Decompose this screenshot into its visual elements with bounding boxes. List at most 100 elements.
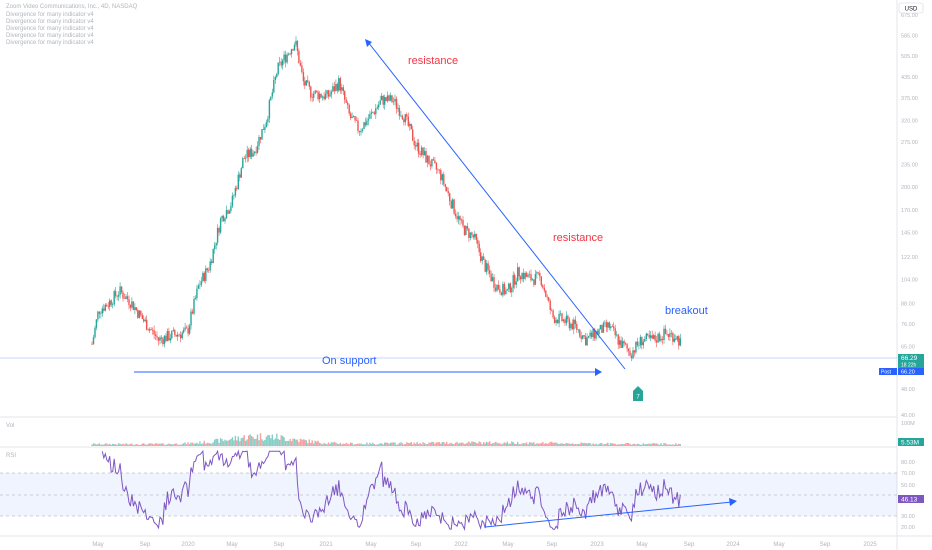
volume-bar [593, 444, 596, 446]
volume-bar [138, 445, 140, 446]
resistance-trendline[interactable] [367, 41, 626, 370]
candle [386, 91, 389, 103]
indicator-legend-2[interactable]: Divergence for many indicator v4 [6, 19, 94, 25]
candle [231, 192, 234, 208]
time-tick-9: May [502, 542, 513, 548]
candle [589, 329, 591, 339]
volume-bar [389, 442, 392, 446]
candle [199, 280, 201, 290]
indicator-legend-3[interactable]: Divergence for many indicator v4 [6, 26, 94, 32]
candle [182, 327, 185, 334]
volume-bar [539, 443, 541, 446]
volume-bar [196, 442, 198, 446]
candle [381, 93, 383, 101]
signal-badge[interactable]: 7 [633, 386, 643, 401]
volume-bar [100, 444, 102, 446]
candle [608, 321, 610, 330]
time-tick-1: Sep [140, 542, 151, 548]
candle [620, 336, 622, 349]
volume-bar [451, 443, 454, 446]
rsi-divergence-line[interactable] [484, 501, 733, 528]
indicator-legend-5[interactable]: Divergence for many indicator v4 [6, 40, 94, 46]
candle [320, 93, 322, 99]
candle [358, 130, 361, 136]
candle [536, 270, 538, 279]
candle [553, 315, 556, 324]
candle [488, 265, 491, 278]
candle [330, 89, 333, 99]
candle [490, 270, 492, 283]
volume-bar [295, 439, 297, 446]
volume-bar [514, 443, 516, 446]
volume-bar [236, 440, 238, 446]
candle [360, 128, 362, 136]
candle [531, 277, 534, 281]
candle [122, 290, 124, 302]
candle [561, 312, 563, 323]
volume-bar [601, 443, 603, 446]
candle [472, 234, 474, 240]
candle [369, 110, 371, 120]
price-tick-13: 88.00 [901, 301, 915, 307]
candle [521, 272, 523, 282]
candle [382, 94, 384, 109]
volume-bar [648, 443, 650, 446]
volume-bar [344, 444, 346, 446]
candle [619, 336, 621, 349]
candle [191, 308, 194, 315]
volume-bar [222, 441, 225, 446]
volume-bar [672, 444, 674, 446]
volume-bar [280, 435, 282, 446]
volume-bar [355, 444, 358, 446]
volume-bar [420, 444, 423, 446]
volume-bar [401, 443, 404, 446]
volume-bar [626, 442, 628, 446]
rsi-tick-20: 20.00 [901, 525, 915, 531]
volume-bar [549, 441, 551, 446]
candle [611, 324, 613, 328]
candle [245, 154, 247, 163]
volume-bar [194, 443, 197, 446]
candle [318, 91, 321, 103]
volume-bar [422, 442, 424, 446]
support-arrowhead [595, 368, 602, 376]
volume-bar [579, 444, 581, 446]
volume-bar [654, 443, 656, 446]
candle [313, 91, 315, 102]
volume-bar [477, 443, 479, 446]
volume-bar [98, 443, 101, 446]
volume-bar [586, 443, 588, 446]
signal-badge-label: 7 [636, 395, 640, 401]
indicator-legend-1[interactable]: Divergence for many indicator v4 [6, 12, 94, 18]
symbol-title[interactable]: Zoom Video Communications, Inc., 4D, NAS… [6, 4, 138, 10]
candle [177, 331, 179, 341]
candle [131, 297, 133, 309]
candle [168, 327, 170, 342]
volume-bar [512, 442, 514, 446]
volume-bar [491, 443, 494, 446]
candle [363, 121, 365, 130]
volume-bar [403, 444, 405, 446]
candle [441, 173, 443, 185]
candle [178, 333, 180, 337]
candle [525, 271, 528, 278]
volume-bar [388, 443, 390, 446]
volume-bar [122, 443, 124, 446]
candle [339, 76, 341, 94]
volume-bar [614, 443, 616, 446]
volume-bar [221, 439, 223, 446]
volume-bar [616, 444, 618, 446]
volume-bar [313, 443, 315, 446]
volume-bar [524, 443, 526, 446]
volume-bar [91, 444, 93, 446]
price-tick-10: 145.00 [901, 231, 918, 237]
volume-bar [567, 443, 569, 446]
candle [667, 333, 670, 341]
candle [137, 308, 139, 319]
volume-bar [323, 442, 325, 446]
currency-button[interactable]: USD [898, 2, 924, 14]
indicator-legend-4[interactable]: Divergence for many indicator v4 [6, 33, 94, 39]
rsi-line [101, 449, 681, 532]
candle [630, 353, 633, 362]
